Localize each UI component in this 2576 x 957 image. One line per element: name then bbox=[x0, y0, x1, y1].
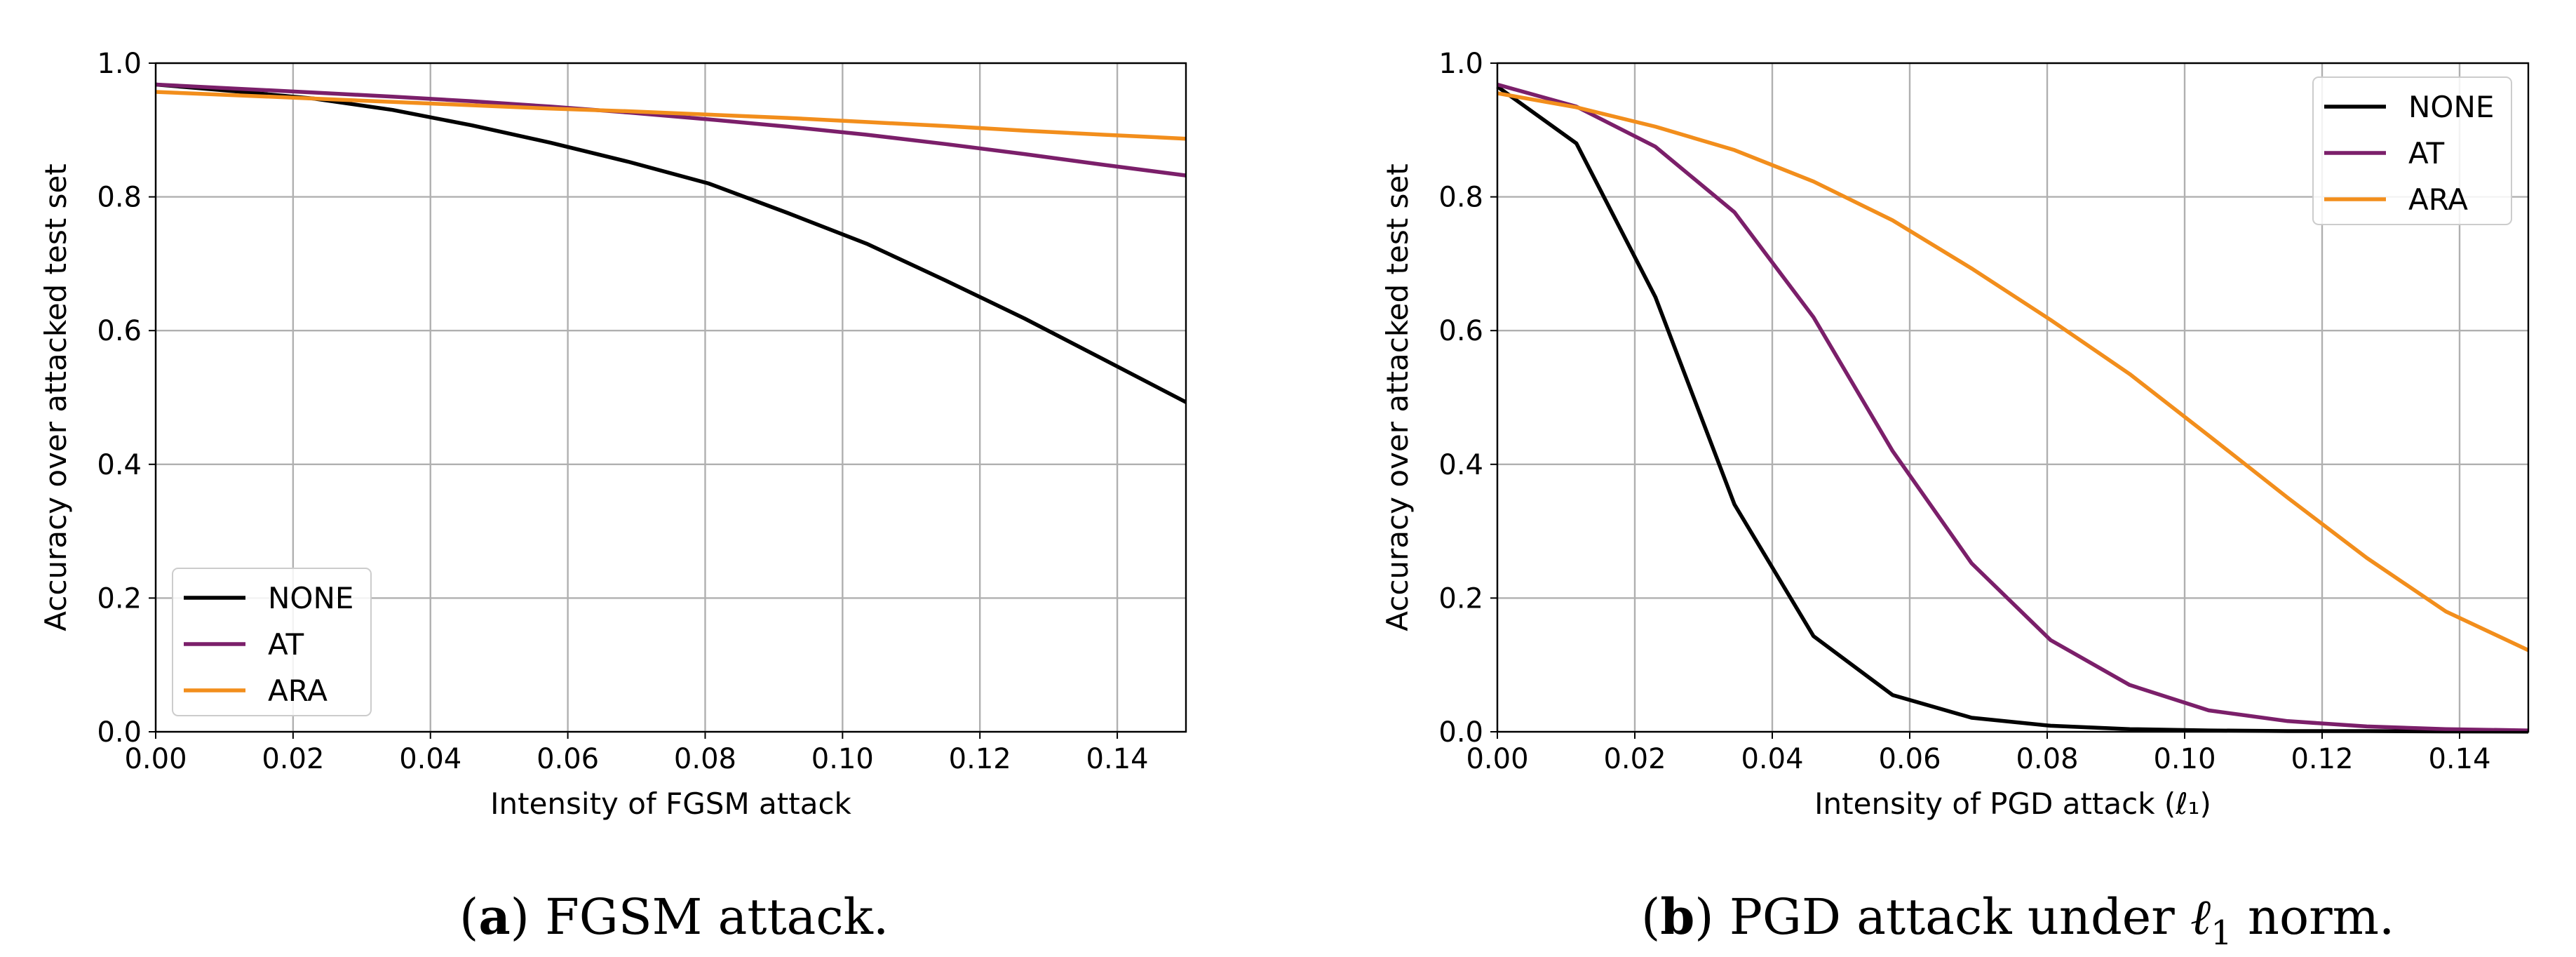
x-tick-label: 0.04 bbox=[399, 743, 461, 775]
plot-frame bbox=[154, 62, 1187, 733]
x-tick-label: 0.00 bbox=[1466, 743, 1528, 775]
legend-label-ara: ARA bbox=[268, 674, 328, 708]
y-axis-label: Accuracy over attacked test set bbox=[39, 163, 73, 631]
y-tick-label: 0.4 bbox=[97, 449, 142, 481]
x-tick-label: 0.14 bbox=[1086, 743, 1149, 775]
x-tick-label: 0.10 bbox=[811, 743, 874, 775]
x-tick-label: 0.08 bbox=[2016, 743, 2078, 775]
chart-panel-b: 0.00 0.02 0.04 0.06 0.08 0.10 0.12 0.14 0.0 0.2 0.… bbox=[1380, 48, 2530, 821]
caption-b-symbol: ℓ bbox=[2190, 888, 2211, 946]
x-tick-label: 0.02 bbox=[262, 743, 324, 775]
series-line-at bbox=[155, 82, 1187, 178]
x-tick-label: 0.10 bbox=[2153, 743, 2216, 775]
caption-b: (b) PGD attack under ℓ1 norm. bbox=[1641, 888, 2395, 953]
y-tick-label: 0.2 bbox=[1438, 582, 1483, 615]
y-axis-label: Accuracy over attacked test set bbox=[1380, 163, 1415, 631]
legend-label-ara: ARA bbox=[2408, 182, 2468, 217]
x-axis-label: Intensity of PGD attack (ℓ₁) bbox=[1814, 787, 2211, 821]
series-line-ara bbox=[155, 90, 1187, 141]
y-tick-label: 0.6 bbox=[1438, 315, 1483, 347]
y-tick-label: 0.6 bbox=[97, 315, 142, 347]
x-tick-label: 0.04 bbox=[1741, 743, 1803, 775]
caption-a-letter: a bbox=[478, 888, 511, 946]
chart-panel-a: 0.00 0.02 0.04 0.06 0.08 0.10 0.12 0.14 0.0 0.2 0.… bbox=[39, 48, 1187, 821]
y-tick-label: 0.2 bbox=[97, 582, 142, 615]
x-tick-label: 0.00 bbox=[124, 743, 187, 775]
legend-box bbox=[172, 568, 372, 716]
series-line-at bbox=[1497, 82, 2529, 732]
caption-b-text-before: PGD attack under bbox=[1713, 888, 2190, 946]
plot-frame bbox=[1496, 62, 2530, 733]
legend-label-at: AT bbox=[268, 627, 304, 662]
legend-label-at: AT bbox=[2408, 136, 2444, 170]
caption-b-letter: b bbox=[1660, 888, 1695, 946]
x-axis-label: Intensity of FGSM attack bbox=[490, 787, 851, 821]
legend-label-none: NONE bbox=[268, 581, 353, 615]
caption-b-text-after: norm. bbox=[2232, 888, 2395, 946]
y-tick-label: 0.0 bbox=[97, 716, 142, 749]
legend: NONE AT ARA bbox=[2312, 76, 2512, 225]
x-tick-label: 0.06 bbox=[1878, 743, 1941, 775]
legend: NONE AT ARA bbox=[172, 568, 372, 716]
x-tick-label: 0.14 bbox=[2428, 743, 2490, 775]
x-tick-label: 0.02 bbox=[1603, 743, 1666, 775]
caption-a: (a) FGSM attack. bbox=[459, 888, 889, 946]
x-tick-label: 0.12 bbox=[949, 743, 1011, 775]
x-tick-label: 0.12 bbox=[2291, 743, 2353, 775]
legend-label-none: NONE bbox=[2408, 90, 2494, 124]
y-tick-label: 0.0 bbox=[1438, 716, 1483, 749]
y-tick-label: 1.0 bbox=[1438, 48, 1483, 80]
caption-b-subscript: 1 bbox=[2211, 914, 2232, 953]
y-tick-label: 0.8 bbox=[1438, 182, 1483, 214]
series-line-ara bbox=[1497, 91, 2530, 652]
y-tick-label: 0.4 bbox=[1438, 449, 1483, 481]
y-tick-label: 1.0 bbox=[97, 48, 142, 80]
x-tick-label: 0.06 bbox=[537, 743, 599, 775]
x-tick-label: 0.08 bbox=[674, 743, 736, 775]
caption-a-text: FGSM attack. bbox=[529, 888, 889, 946]
y-tick-label: 0.8 bbox=[97, 182, 142, 214]
legend-box bbox=[2312, 76, 2512, 225]
